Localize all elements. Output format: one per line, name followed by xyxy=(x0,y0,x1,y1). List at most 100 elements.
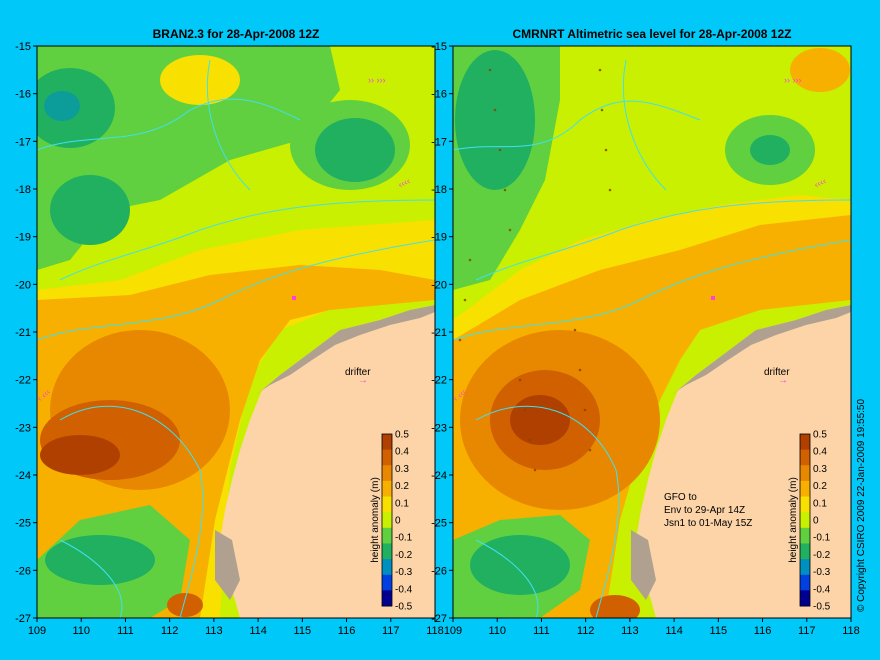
x-tick-label: 113 xyxy=(205,625,223,637)
svg-text:‹‹‹‹: ‹‹‹‹ xyxy=(813,176,828,190)
colorbar-swatch xyxy=(800,527,810,544)
x-tick-label: 116 xyxy=(338,625,356,637)
colorbar-tick-label: -0.1 xyxy=(813,533,831,544)
colorbar-tick-label: 0.2 xyxy=(395,481,409,492)
x-tick-label: 111 xyxy=(533,625,550,637)
y-tick-label: -25 xyxy=(431,518,447,530)
colorbar-swatch xyxy=(382,465,392,482)
colorbar-swatch xyxy=(800,559,810,576)
y-tick-label: -23 xyxy=(431,422,447,434)
colorbar-swatch xyxy=(800,434,810,451)
colorbar-tick-label: 0 xyxy=(395,516,401,527)
y-tick-label: -24 xyxy=(15,470,31,482)
left-colorbar: 0.5 0.4 0.3 0.2 0.1 0 -0.1 -0.2 -0.3 -0.4 -0.5 heig… xyxy=(370,430,413,613)
colorbar-swatch xyxy=(382,512,392,529)
right-colorbar: 0.5 0.4 0.3 0.2 0.1 0 -0.1 -0.2 -0.3 -0.4 -0.5 heig… xyxy=(788,430,831,613)
y-tick-label: -24 xyxy=(431,470,447,482)
y-tick-label: -18 xyxy=(15,184,31,196)
colorbar-tick-label: 0.3 xyxy=(395,464,409,475)
x-tick-label: 116 xyxy=(754,625,772,637)
colorbar-swatch xyxy=(800,496,810,513)
y-tick-label: -20 xyxy=(431,279,447,291)
y-tick-label: -27 xyxy=(15,613,31,625)
colorbar-tick-label: 0.4 xyxy=(813,447,827,458)
colorbar-swatch xyxy=(382,434,392,451)
colorbar-tick-label: -0.5 xyxy=(395,602,413,613)
x-tick-label: 117 xyxy=(382,625,400,637)
x-tick-label: 117 xyxy=(798,625,816,637)
left-panel-title: BRAN2.3 for 28-Apr-2008 12Z xyxy=(153,27,320,41)
colorbar-swatch xyxy=(382,543,392,560)
colorbar-tick-label: -0.3 xyxy=(813,567,831,578)
x-tick-label: 115 xyxy=(294,625,312,637)
y-tick-label: -27 xyxy=(431,613,447,625)
colorbar-swatch xyxy=(800,465,810,482)
colorbar-tick-label: -0.2 xyxy=(395,550,413,561)
colorbar-tick-label: 0 xyxy=(813,516,819,527)
x-tick-label: 109 xyxy=(28,625,46,637)
y-tick-label: -25 xyxy=(15,518,31,530)
colorbar-tick-label: 0.4 xyxy=(395,447,409,458)
colorbar-swatch xyxy=(800,480,810,498)
x-tick-label: 114 xyxy=(665,625,683,637)
y-tick-label: -23 xyxy=(15,422,31,434)
x-tick-label: 112 xyxy=(161,625,179,637)
colorbar-tick-label: 0.1 xyxy=(813,498,827,509)
y-tick-label: -26 xyxy=(15,565,31,577)
y-tick-label: -20 xyxy=(15,279,31,291)
y-tick-label: -22 xyxy=(15,375,31,387)
colorbar-tick-label: 0.3 xyxy=(813,464,827,475)
svg-text:→: → xyxy=(778,375,788,386)
colorbar-swatch xyxy=(382,449,392,466)
right-map-field: ›› ››› ‹‹‹‹ ‹ ‹‹‹ drifter → GFO to Env t… xyxy=(453,46,851,618)
x-tick-label: 114 xyxy=(249,625,267,637)
colorbar-tick-label: 0.5 xyxy=(813,430,827,441)
left-axes: 109 110 111 112 113 114 115 116 117 118 -15 -16 -17 -… xyxy=(15,41,444,637)
colorbar-swatch xyxy=(382,480,392,498)
y-tick-label: -19 xyxy=(431,232,447,244)
colorbar-swatch xyxy=(800,574,810,591)
colorbar-tick-label: -0.4 xyxy=(813,584,831,595)
y-tick-label: -16 xyxy=(431,89,447,101)
colorbar-tick-label: -0.5 xyxy=(813,602,831,613)
colorbar-swatch xyxy=(800,543,810,560)
bran-model-panel: BRAN2.3 for 28-Apr-2008 12Z xyxy=(15,27,444,637)
colorbar-label: height anomaly (m) xyxy=(788,477,799,563)
x-tick-label: 113 xyxy=(621,625,639,637)
svg-text:›› ›››: ›› ››› xyxy=(784,75,802,85)
y-tick-label: -18 xyxy=(431,184,447,196)
colorbar-tick-label: 0.2 xyxy=(813,481,827,492)
x-tick-label: 115 xyxy=(710,625,728,637)
right-drifter-label: drifter xyxy=(764,367,790,378)
colorbar-swatch xyxy=(382,527,392,544)
note-gfo: GFO to xyxy=(664,492,697,503)
right-axes: 109 110 111 112 113 114 115 116 117 118 -15 -16 -17 -… xyxy=(431,41,860,637)
colorbar-swatch xyxy=(800,449,810,466)
colorbar-tick-label: -0.3 xyxy=(395,567,413,578)
x-tick-label: 112 xyxy=(577,625,595,637)
x-tick-label: 109 xyxy=(444,625,462,637)
colorbar-swatch xyxy=(382,590,392,607)
altimetry-panel: CMRNRT Altimetric sea level for 28-Apr-2… xyxy=(431,27,860,637)
note-env: Env to 29-Apr 14Z xyxy=(664,505,745,516)
svg-text:›› ›››: ›› ››› xyxy=(368,75,386,85)
colorbar-swatch xyxy=(382,574,392,591)
note-jsn1: Jsn1 to 01-May 15Z xyxy=(664,518,752,529)
y-tick-label: -15 xyxy=(15,41,31,53)
colorbar-tick-label: -0.2 xyxy=(813,550,831,561)
left-drifter-label: drifter xyxy=(345,367,371,378)
y-tick-label: -26 xyxy=(431,565,447,577)
colorbar-swatch xyxy=(382,496,392,513)
right-panel-title: CMRNRT Altimetric sea level for 28-Apr-2… xyxy=(513,27,792,41)
colorbar-swatch xyxy=(800,590,810,607)
colorbar-tick-label: 0.5 xyxy=(395,430,409,441)
copyright-footer: © Copyright CSIRO 2009 22-Jan-2009 19:55… xyxy=(856,399,867,612)
colorbar-tick-label: -0.1 xyxy=(395,533,413,544)
y-tick-label: -17 xyxy=(431,136,447,148)
svg-text:→: → xyxy=(358,375,368,386)
x-tick-label: 110 xyxy=(488,625,506,637)
colorbar-swatch xyxy=(382,559,392,576)
colorbar-tick-label: -0.4 xyxy=(395,584,413,595)
altimetry-notes: GFO to Env to 29-Apr 14Z Jsn1 to 01-May … xyxy=(664,492,752,529)
